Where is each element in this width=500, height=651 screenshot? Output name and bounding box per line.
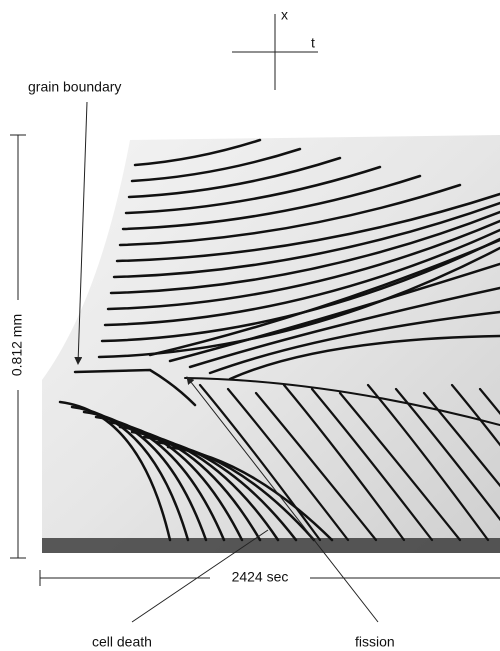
stripe [422,391,500,488]
stripe [73,368,197,407]
stripe [450,383,500,447]
stripe [130,430,280,542]
label-gap [10,300,26,390]
stripe [118,425,262,542]
stripe [478,387,500,416]
stripe [310,387,434,542]
grain-boundary-label: grain boundary [28,79,121,95]
stripe [106,420,244,542]
image-bottom-band [42,538,500,553]
stripe [254,391,378,542]
stripe [168,262,500,363]
stripe [226,387,350,542]
spacetime-image [42,135,500,553]
axis-t-label: t [311,35,315,51]
stripe [228,334,500,381]
stripe [58,400,172,542]
stripe [208,310,500,375]
stripe [103,228,500,327]
stripe [198,383,322,542]
axis-x-label: x [281,7,288,23]
stripe [94,415,226,542]
stripe [82,410,208,542]
stripe [154,440,316,542]
stripe [70,405,190,542]
fission-arrow [186,376,379,623]
stripe [148,238,500,357]
stripe [118,183,462,247]
stripe [112,201,500,279]
cell-death-label: cell death [92,634,152,650]
grain-boundary-arrow [74,101,88,365]
stripe [188,286,500,369]
stripe [115,192,500,263]
fission-label: fission [355,634,395,650]
width-label: 2424 sec [232,569,289,585]
stripe [133,138,262,167]
cell-death-line [131,529,269,623]
stripe [282,383,406,542]
stripe [124,165,382,215]
stripe [130,147,302,183]
stripe [184,377,500,426]
height-label: 0.812 mm [9,314,25,376]
stripe [338,391,462,542]
stripe [106,219,500,311]
stripe [166,445,334,542]
stripe [121,174,422,231]
stripe [109,210,500,295]
stripe [142,435,298,542]
stripe [366,383,490,542]
stripe [127,156,342,199]
label-gap [210,568,310,588]
